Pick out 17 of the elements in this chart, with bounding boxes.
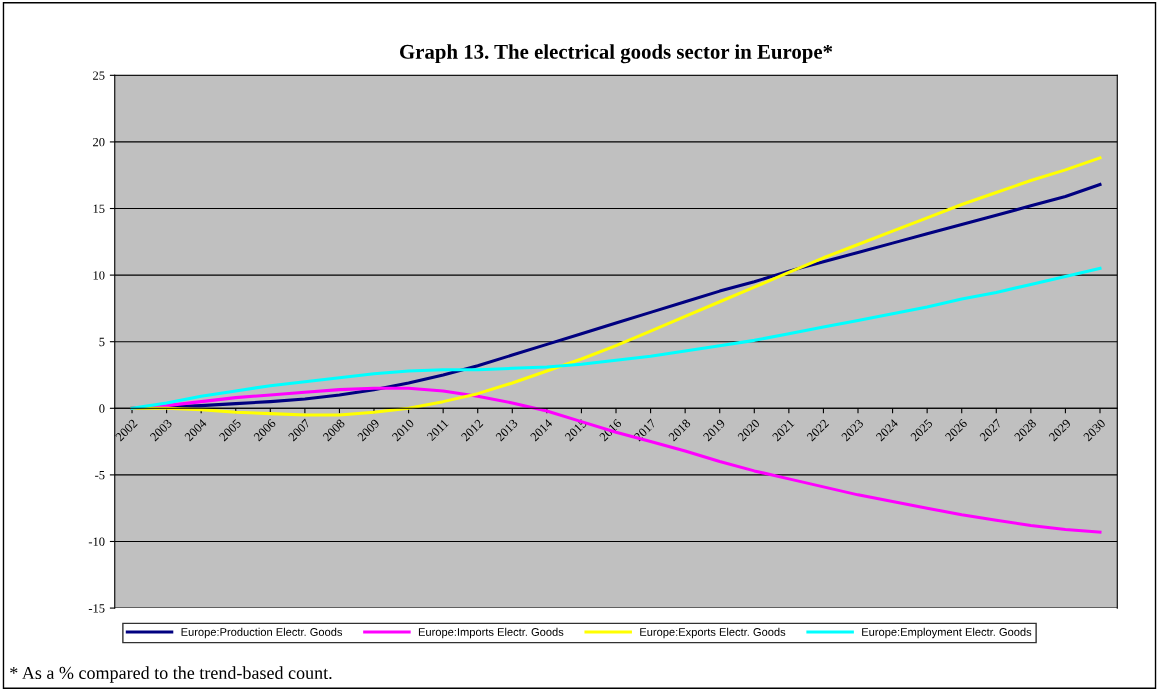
legend-label: Europe:Exports Electr. Goods [640,627,786,639]
legend-label: Europe:Production Electr. Goods [181,627,343,639]
text: * As a % compared to the trend-based count. [10,666,332,683]
y-tick-label: 10 [93,271,105,280]
legend-label: Europe:Employment Electr. Goods [862,627,1032,639]
y-tick-label: 20 [93,137,105,147]
y-tick-label: 5 [99,337,105,347]
y-tick-label: 0 [99,404,105,413]
legend-label: Europe:Imports Electr. Goods [418,627,564,639]
y-tick-label: -5 [95,471,105,480]
y-tick-label: -10 [88,537,105,546]
line-series [130,266,1102,410]
y-tick-label: -15 [88,604,105,613]
y-tick-label: 25 [93,71,105,80]
x-tick-label: 2011 [426,418,449,442]
y-tick-label: 15 [93,204,105,213]
chart-title: Graph 13. The electrical goods sector in Europe* [400,44,833,64]
